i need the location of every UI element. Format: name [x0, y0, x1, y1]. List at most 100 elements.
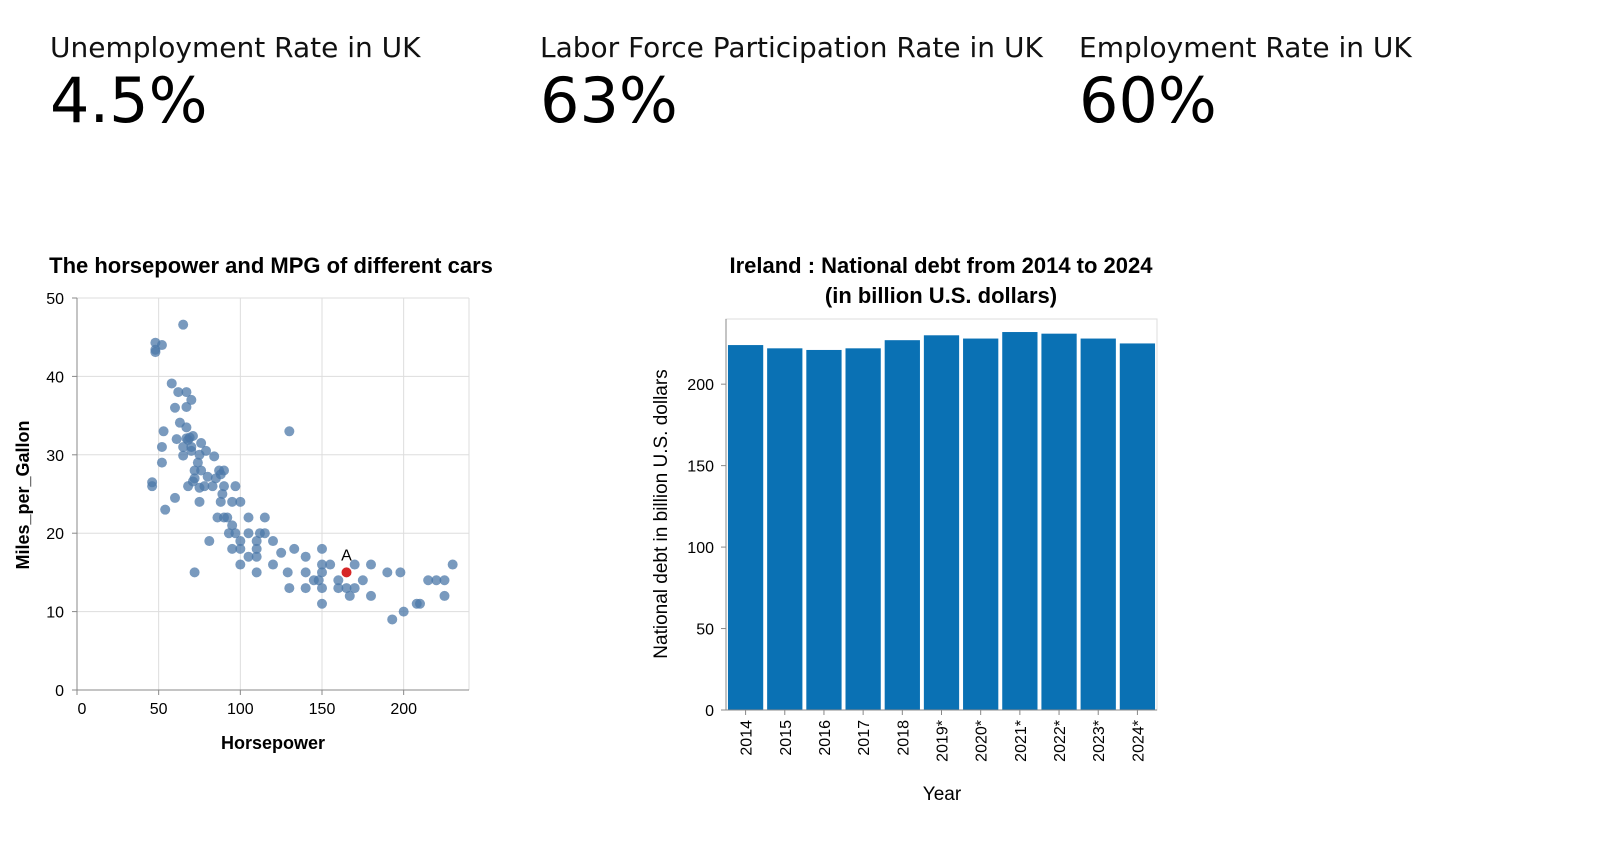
scatter-point [344, 590, 355, 601]
y-axis-title: National debt in billion U.S. dollars [651, 369, 672, 658]
scatter-point [251, 543, 262, 554]
scatter-point [268, 559, 278, 570]
highlight-point [341, 567, 352, 578]
scatter-point [222, 512, 233, 523]
x-tick-label: 2021* [1013, 720, 1030, 762]
kpi-label: Employment Rate in UK [1079, 31, 1412, 64]
kpi-labor-force: Labor Force Participation Rate in UK 63% [540, 30, 1043, 134]
kpi-value: 60% [1079, 64, 1217, 137]
scatter-point [333, 583, 344, 594]
scatter-point [325, 559, 336, 570]
highlight-label: A [341, 547, 352, 564]
scatter-point [235, 496, 246, 507]
scatter-point [215, 496, 226, 507]
bar [963, 338, 999, 710]
x-tick-label: 100 [227, 701, 254, 718]
scatter-point [366, 590, 376, 601]
scatter-point [423, 575, 434, 586]
x-tick-label: 2014 [739, 720, 756, 756]
scatter-point [439, 575, 450, 586]
scatter-point [341, 583, 352, 594]
y-tick-label: 50 [46, 291, 64, 308]
scatter-point [317, 598, 327, 609]
scatter-point [317, 543, 327, 554]
y-tick-label: 150 [687, 459, 714, 476]
kpi-value: 63% [540, 64, 678, 137]
kpi-unemployment: Unemployment Rate in UK 4.5% [50, 30, 421, 134]
scatter-point [227, 496, 238, 507]
scatter-point [439, 590, 450, 601]
scatter-point [230, 481, 241, 492]
x-tick-label: 2018 [895, 720, 912, 756]
chart-subtitle: (in billion U.S. dollars) [825, 283, 1057, 308]
scatter-point [282, 567, 293, 578]
scatter-point [243, 551, 254, 562]
scatter-point [170, 402, 180, 413]
bar [1041, 333, 1077, 710]
scatter-point [284, 583, 295, 594]
scatter-point [186, 394, 197, 405]
chart-title: Ireland : National debt from 2014 to 202… [729, 253, 1153, 278]
scatter-point [156, 457, 167, 468]
scatter-point [207, 481, 218, 492]
scatter-point [431, 575, 442, 586]
scatter-point [300, 551, 311, 562]
x-tick-label: 0 [78, 701, 87, 718]
scatter-point [398, 606, 409, 617]
scatter-point [230, 528, 241, 539]
scatter-point [243, 528, 254, 539]
scatter-point [289, 543, 300, 554]
y-tick-label: 0 [705, 703, 714, 720]
scatter-point [317, 583, 327, 594]
scatter-point [189, 473, 200, 484]
scatter-point [181, 422, 192, 433]
scatter-point [243, 512, 254, 523]
scatter-point [366, 559, 376, 570]
y-tick-label: 10 [46, 605, 64, 622]
scatter-point [300, 583, 311, 594]
scatter-point [170, 492, 180, 503]
y-axis-title: Miles_per_Gallon [13, 420, 33, 569]
scatter-point [387, 614, 398, 625]
scatter-point [317, 559, 327, 570]
scatter-point [227, 520, 238, 531]
x-tick-label: 150 [309, 701, 336, 718]
scatter-point [284, 426, 295, 437]
scatter-point [219, 481, 229, 492]
bar [1080, 338, 1116, 710]
scatter-point [187, 430, 198, 441]
scatter-point [194, 496, 205, 507]
scatter-point [415, 598, 425, 609]
scatter-point [357, 575, 368, 586]
scatter-point [395, 567, 406, 578]
kpi-label: Labor Force Participation Rate in UK [540, 31, 1043, 64]
chart-title: The horsepower and MPG of different cars [49, 253, 493, 278]
y-tick-label: 0 [55, 683, 64, 700]
kpi-employment: Employment Rate in UK 60% [1079, 30, 1412, 134]
scatter-point [160, 504, 171, 515]
scatter-point [189, 567, 200, 578]
scatter-point [171, 434, 182, 445]
scatter-point [333, 575, 344, 586]
bar [845, 348, 881, 710]
bar [727, 345, 764, 710]
scatter-point [150, 347, 161, 358]
kpi-value: 4.5% [50, 64, 208, 137]
y-tick-label: 20 [46, 526, 64, 543]
scatter-point [178, 450, 189, 461]
scatter-point [204, 536, 215, 547]
scatter-point [181, 401, 192, 412]
bar [806, 349, 842, 710]
y-tick-label: 30 [46, 448, 64, 465]
x-axis-title: Horsepower [221, 733, 325, 753]
y-tick-label: 100 [687, 540, 714, 557]
scatter-point [199, 481, 210, 492]
scatter-point [313, 575, 324, 586]
x-tick-label: 50 [150, 701, 168, 718]
scatter-point [147, 477, 158, 488]
x-tick-label: 2022* [1052, 720, 1069, 762]
scatter-point [235, 543, 246, 554]
scatter-point [349, 583, 360, 594]
scatter-point [202, 471, 213, 482]
y-tick-label: 200 [687, 377, 714, 394]
